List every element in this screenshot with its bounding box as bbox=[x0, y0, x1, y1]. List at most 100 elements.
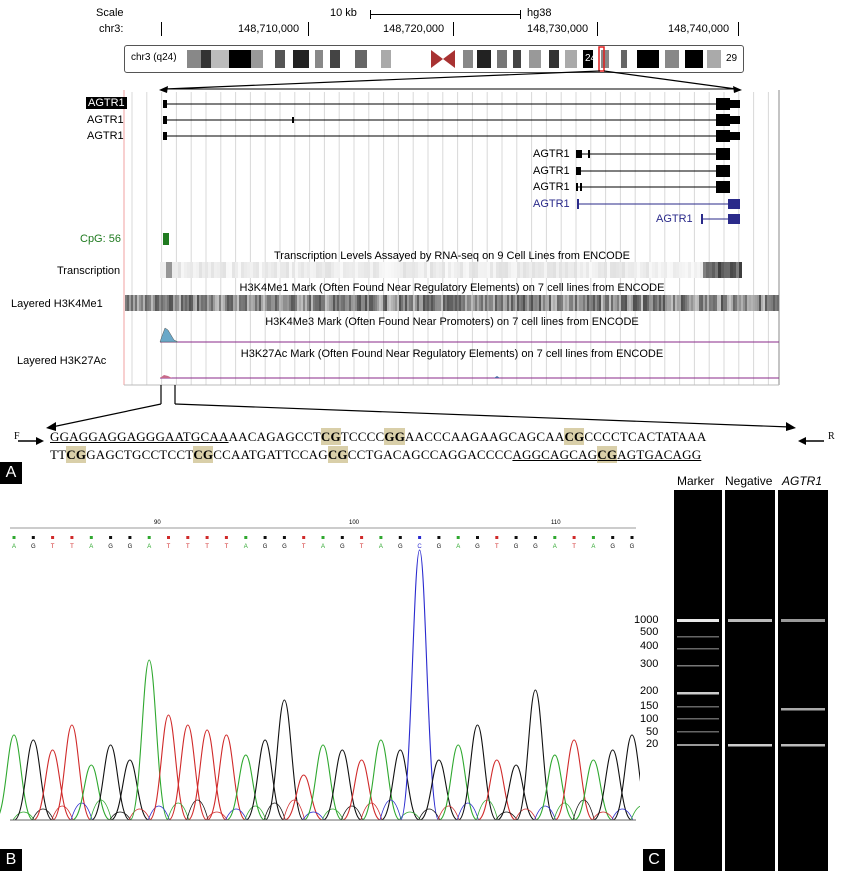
trace-noise bbox=[592, 811, 615, 821]
trace-peak bbox=[148, 714, 189, 821]
cpg-site: CG bbox=[193, 446, 214, 463]
trace-peak bbox=[13, 739, 53, 821]
base-call: G bbox=[437, 544, 442, 550]
trace-peak bbox=[91, 744, 130, 821]
base-call: A bbox=[379, 544, 383, 550]
ladder-label: 1000 bbox=[634, 614, 659, 626]
trace-peak bbox=[612, 734, 640, 821]
trace-noise bbox=[31, 808, 54, 821]
marker-bands bbox=[677, 619, 719, 746]
h3k4me3-title: H3K4Me3 Mark (Often Found Near Promoters… bbox=[265, 316, 639, 328]
cpg-site: CG bbox=[320, 428, 341, 445]
scale-value: 10 kb bbox=[330, 7, 357, 19]
trace-peak bbox=[593, 749, 633, 821]
trace-noise bbox=[321, 808, 344, 821]
ladder-labels: 1000 500 400 300 200 150 100 50 20 bbox=[634, 604, 674, 754]
trace-noise bbox=[534, 805, 557, 821]
trace-noise bbox=[514, 808, 537, 821]
trace-noise bbox=[360, 802, 383, 821]
coord-tick bbox=[453, 22, 454, 36]
trace-peak bbox=[574, 759, 613, 821]
forward-primer-seq: GGAGGAGGAGGGAATGCAA bbox=[50, 429, 229, 444]
trace-noise bbox=[398, 811, 421, 821]
h3k4me1-track bbox=[125, 295, 779, 311]
ideogram-bands bbox=[187, 46, 721, 72]
reverse-primer-seq: AGTGACAGG bbox=[617, 447, 702, 462]
trace-noise bbox=[418, 808, 441, 821]
trace-noise bbox=[186, 799, 209, 821]
trace-peak bbox=[419, 759, 459, 821]
base-call: T bbox=[186, 544, 190, 550]
scale-bar bbox=[370, 14, 520, 15]
base-call: G bbox=[475, 544, 480, 550]
seq-segment: GAGCTGCCTCCT bbox=[86, 447, 194, 462]
base-call: G bbox=[340, 544, 345, 550]
cpg-site: CG bbox=[564, 428, 585, 445]
base-call: T bbox=[495, 544, 499, 550]
position-mark: 100 bbox=[349, 520, 360, 526]
gene-models bbox=[163, 98, 740, 224]
base-call: A bbox=[147, 544, 151, 550]
panel-tag-a: A bbox=[0, 462, 22, 484]
trace-peak bbox=[457, 724, 498, 821]
base-call: A bbox=[553, 544, 557, 550]
trace-peak bbox=[380, 749, 420, 821]
trace-noise bbox=[456, 802, 479, 821]
base-call: T bbox=[302, 544, 306, 550]
trace-peak bbox=[187, 729, 227, 821]
ideogram-label: chr3 (q24) bbox=[129, 52, 179, 63]
panel-tag-b: B bbox=[0, 849, 22, 871]
cpg-site: CG bbox=[597, 446, 618, 463]
gene-label-highlight: AGTR1 bbox=[86, 97, 127, 109]
trace-peak bbox=[245, 739, 285, 821]
gene-label: AGTR1 bbox=[533, 148, 570, 160]
trace-peak bbox=[303, 744, 343, 821]
trace-peak bbox=[496, 764, 536, 821]
reverse-primer-seq: AGGCAGCAG bbox=[512, 447, 598, 462]
trace-noise bbox=[244, 805, 267, 821]
base-call: A bbox=[591, 544, 595, 550]
trace-peak bbox=[515, 689, 556, 821]
h3k4me1-title: H3K4Me1 Mark (Often Found Near Regulator… bbox=[239, 282, 665, 294]
gene-label: AGTR1 bbox=[87, 114, 124, 126]
trace-peak bbox=[322, 749, 362, 821]
panel-tag-c: C bbox=[643, 849, 665, 871]
trace-peak bbox=[535, 754, 575, 821]
base-call: T bbox=[360, 544, 364, 550]
cpg-site: GG bbox=[384, 428, 406, 445]
position-mark: 110 bbox=[551, 520, 561, 526]
coord-4: 148,740,000 bbox=[668, 23, 730, 35]
coord-tick bbox=[161, 22, 162, 36]
base-call: G bbox=[610, 544, 615, 550]
base-call: A bbox=[456, 544, 460, 550]
grid-lines bbox=[131, 92, 769, 385]
seq-segment: AACAGAGCCT bbox=[228, 429, 321, 444]
trace-noise bbox=[89, 799, 112, 821]
base-call: T bbox=[225, 544, 229, 550]
ladder-label: 500 bbox=[640, 626, 659, 638]
lane-label-marker: Marker bbox=[677, 474, 715, 488]
chrom-label: chr3: bbox=[99, 23, 124, 35]
trace-noise bbox=[553, 802, 576, 821]
ladder-label: 400 bbox=[640, 640, 659, 652]
h3k27ac-track bbox=[160, 375, 779, 379]
band-label-right: 29 bbox=[725, 53, 739, 64]
gene-label: AGTR1 bbox=[87, 130, 124, 142]
trace-peak bbox=[52, 724, 92, 821]
base-call: G bbox=[108, 544, 113, 550]
trace-noise bbox=[70, 802, 93, 821]
trace-peak bbox=[284, 774, 324, 821]
transcription-label: Transcription bbox=[57, 265, 121, 277]
base-call: G bbox=[31, 544, 36, 550]
coord-tick bbox=[738, 22, 739, 36]
coord-1: 148,710,000 bbox=[238, 23, 300, 35]
trace-peak bbox=[33, 749, 72, 821]
assembly-label: hg38 bbox=[527, 7, 552, 19]
sequence-line-2: TTCGGAGCTGCCTCCTCGCCAATGATTCCAGCGCCTGACA… bbox=[50, 446, 702, 463]
gene-label: AGTR1 bbox=[533, 165, 570, 177]
h3k27ac-title: H3K27Ac Mark (Often Found Near Regulator… bbox=[240, 348, 664, 360]
gene-label-blue: AGTR1 bbox=[656, 213, 693, 225]
base-call: T bbox=[70, 544, 74, 550]
ladder-label: 200 bbox=[640, 685, 659, 697]
